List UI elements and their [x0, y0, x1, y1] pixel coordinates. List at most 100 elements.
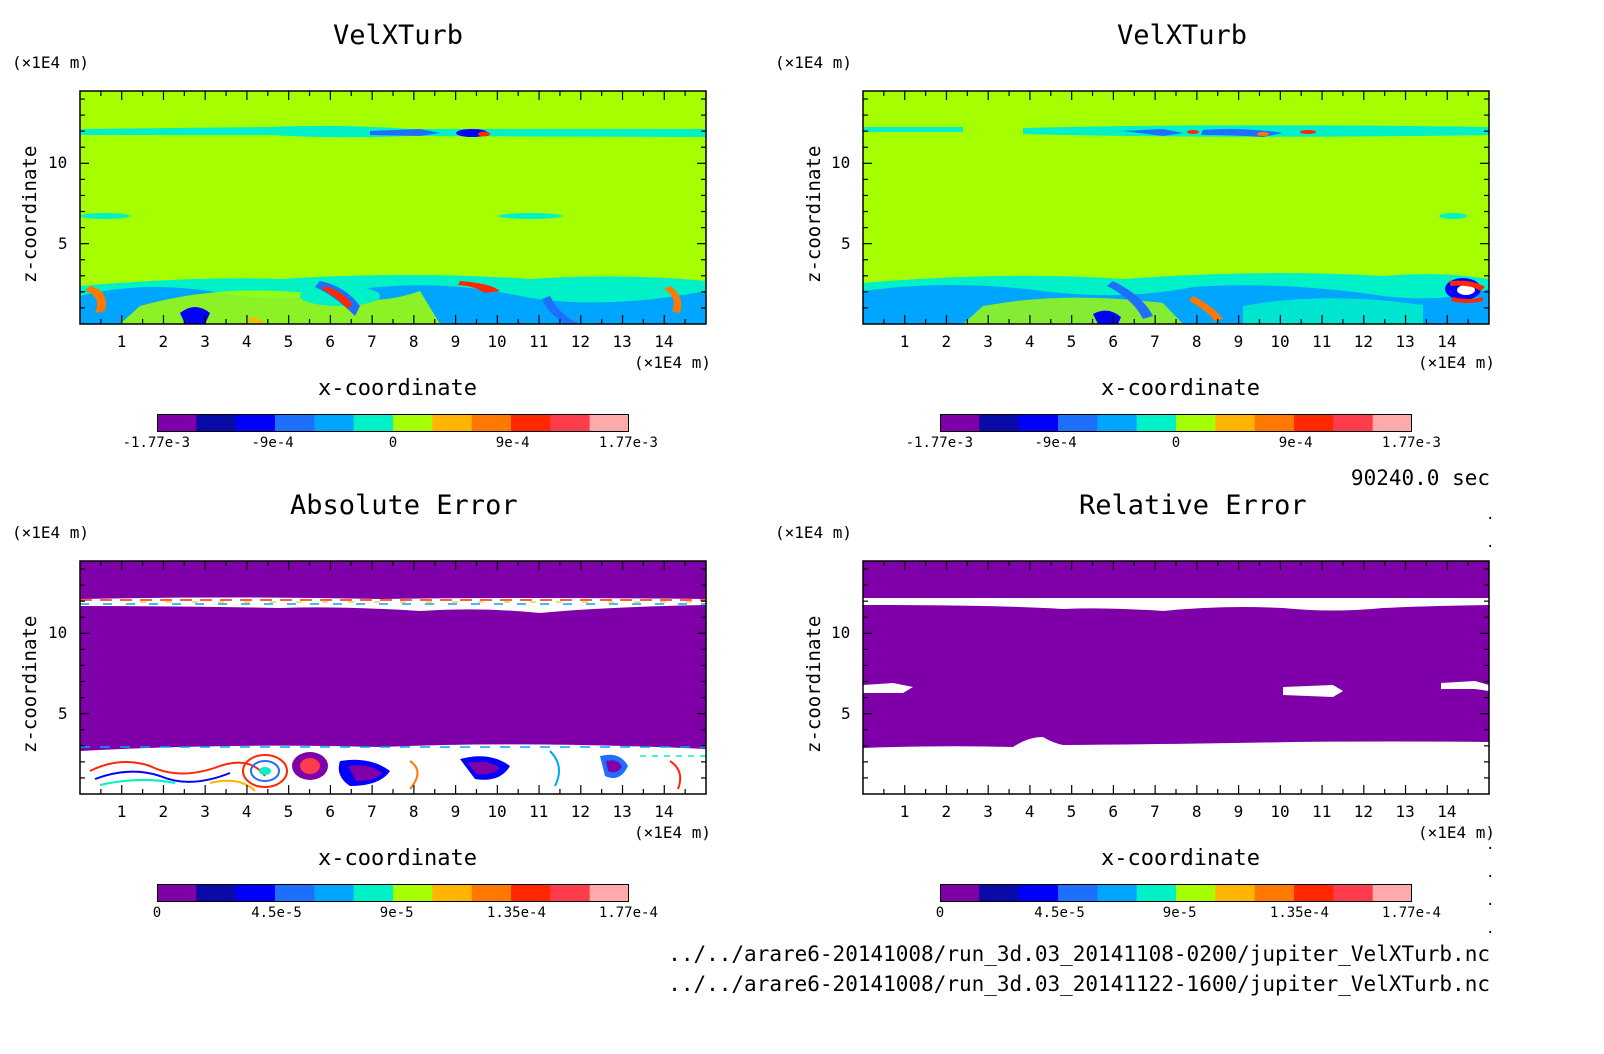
x-tick-label: 8	[1191, 332, 1202, 351]
mid-patch	[863, 683, 913, 693]
x-tick-label: 8	[408, 802, 419, 821]
x-tick-label: 1	[899, 332, 910, 351]
upper-error-band	[863, 598, 1489, 611]
lower-eddies	[245, 317, 265, 324]
upper-vortex-core	[478, 131, 490, 137]
x-axis-label: x-coordinate	[1101, 846, 1260, 871]
y-tick-label: 10	[831, 153, 851, 173]
colorbar-swatch	[432, 884, 473, 902]
x-tick-label: 4	[1024, 332, 1035, 351]
colorbar-swatch	[1136, 414, 1177, 432]
y-tick-label: 10	[48, 153, 68, 173]
colorbar-tick-label: 1.77e-3	[598, 435, 658, 451]
lower-error-layer	[94, 770, 231, 783]
lower-error-layer	[606, 760, 622, 773]
axis-ticks	[863, 91, 1489, 324]
colorbar	[157, 884, 629, 902]
panel-title: VelXTurb	[333, 20, 464, 51]
upper-jet-eddy	[1187, 130, 1199, 134]
y-axis-label: z-coordinate	[19, 145, 41, 283]
x-tick-label: 5	[283, 332, 294, 351]
y-axis-label: z-coordinate	[803, 145, 825, 283]
x-tick-label: 13	[612, 332, 632, 351]
colorbar-swatch	[1254, 414, 1295, 432]
y-unit-label: (×1E4 m)	[775, 53, 853, 72]
plot-frame	[79, 90, 707, 325]
lower-error-layer	[99, 778, 176, 786]
lower-eddies	[1107, 281, 1153, 319]
x-tick-label: 4	[241, 802, 252, 821]
x-tick-label: 2	[158, 802, 169, 821]
colorbar-swatch	[979, 414, 1020, 432]
ellipsis-dots: ..	[1486, 507, 1495, 551]
file-path-1: ../../arare6-20141008/run_3d.03_20141108…	[668, 942, 1490, 966]
colorbar-tick-label: 0	[935, 905, 945, 921]
x-tick-label: 12	[1353, 802, 1374, 821]
colorbar-tick-label: 4.5e-5	[1034, 905, 1085, 921]
plot-frame	[862, 560, 1490, 795]
x-tick-label: 2	[941, 332, 952, 351]
colorbar	[157, 414, 629, 432]
colorbar-swatch	[1215, 414, 1256, 432]
lower-eddies	[664, 286, 682, 313]
colorbar-tick-label: -9e-4	[251, 435, 294, 451]
x-tick-label: 6	[1108, 802, 1119, 821]
x-tick-label: 6	[325, 332, 336, 351]
y-unit-label: (×1E4 m)	[775, 523, 853, 542]
colorbar-tick-label: 1.35e-4	[1269, 905, 1329, 921]
colorbar-swatch	[471, 414, 512, 432]
x-tick-label: 11	[529, 802, 549, 821]
colorbar-swatch	[1058, 884, 1098, 902]
x-tick-label: 5	[1066, 802, 1077, 821]
colorbar-swatch	[1254, 884, 1295, 902]
colorbar-swatch	[1372, 414, 1412, 432]
y-tick-label: 5	[841, 233, 851, 253]
upper-error-band	[80, 597, 706, 613]
x-tick-label: 7	[367, 802, 377, 821]
x-tick-label: 3	[983, 802, 993, 821]
x-tick-label: 6	[1108, 332, 1119, 351]
x-unit-label: (×1E4 m)	[1418, 353, 1496, 372]
lower-error-layer	[863, 737, 1489, 794]
x-tick-label: 9	[450, 332, 461, 351]
colorbar-tick-label: 1.77e-4	[598, 905, 658, 921]
colorbar-tick-label: 1.77e-3	[1381, 435, 1441, 451]
colorbar-frame	[940, 884, 1412, 902]
colorbar-swatch	[157, 414, 197, 432]
axis-ticks	[863, 561, 1489, 794]
x-tick-label: 10	[1270, 802, 1290, 821]
x-tick-label: 8	[1191, 802, 1202, 821]
x-tick-label: 1	[116, 802, 127, 821]
x-tick-label: 4	[1024, 802, 1035, 821]
lower-error-layer	[669, 760, 682, 790]
y-unit-label: (×1E4 m)	[12, 53, 90, 72]
x-tick-label: 11	[529, 332, 549, 351]
colorbar-swatch	[275, 884, 315, 902]
colorbar-swatch	[196, 884, 237, 902]
colorbar-swatch	[589, 884, 629, 902]
y-tick-label: 10	[831, 623, 851, 643]
y-tick-label: 5	[58, 703, 68, 723]
upper-jet-eddy	[1300, 130, 1316, 134]
x-tick-label: 9	[1233, 332, 1244, 351]
colorbar-swatch	[511, 884, 551, 902]
lower-error-layer	[300, 758, 320, 774]
x-tick-label: 9	[450, 802, 461, 821]
upper-jet-eddy	[1123, 129, 1183, 136]
lower-error-layer	[259, 767, 271, 775]
lower-eddies	[1093, 310, 1121, 324]
x-unit-label: (×1E4 m)	[634, 823, 712, 842]
x-tick-label: 4	[241, 332, 252, 351]
lower-error-layer	[242, 754, 288, 788]
colorbar-swatch	[235, 414, 276, 432]
colorbar-swatch	[196, 414, 237, 432]
colorbar-swatch	[940, 884, 980, 902]
colorbar-swatch	[1176, 884, 1216, 902]
file-path-2: ../../arare6-20141008/run_3d.03_20141122…	[668, 972, 1490, 996]
x-tick-label: 10	[1270, 332, 1290, 351]
colorbar-swatch	[275, 414, 315, 432]
x-unit-label: (×1E4 m)	[634, 353, 712, 372]
colorbar-swatch	[550, 884, 591, 902]
x-tick-label: 14	[1437, 802, 1457, 821]
x-tick-label: 12	[570, 802, 591, 821]
